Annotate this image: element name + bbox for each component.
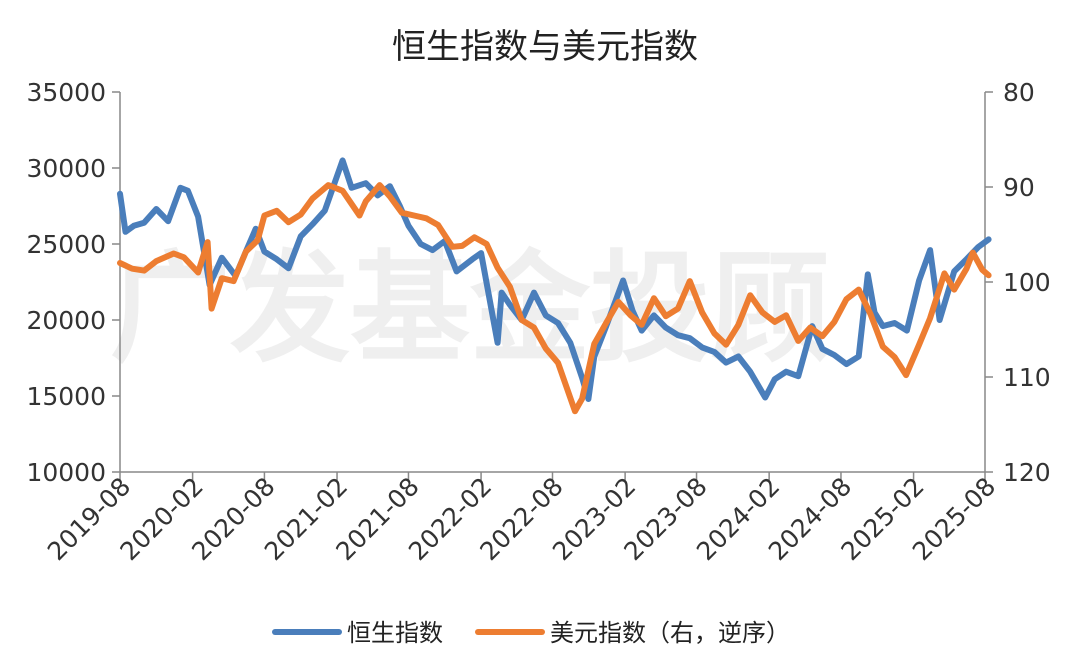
chart-title: 恒生指数与美元指数 xyxy=(392,27,698,67)
left-tick-label: 30000 xyxy=(26,154,106,183)
right-tick-label: 100 xyxy=(1003,268,1051,297)
legend-label-1: 恒生指数 xyxy=(347,619,443,647)
right-tick-label: 120 xyxy=(1003,458,1051,487)
right-tick-label: 110 xyxy=(1003,363,1051,392)
series-layer xyxy=(117,157,992,415)
left-tick-label: 20000 xyxy=(26,306,106,335)
right-tick-label: 90 xyxy=(1003,173,1035,202)
legend: 恒生指数 美元指数（右，逆序） xyxy=(272,619,790,647)
series-line-1 xyxy=(117,157,992,402)
series-line-2 xyxy=(117,182,992,415)
legend-label-2: 美元指数（右，逆序） xyxy=(550,619,790,647)
left-tick-label: 25000 xyxy=(26,230,106,259)
left-tick-label: 15000 xyxy=(26,382,106,411)
right-tick-label: 80 xyxy=(1003,78,1035,107)
left-tick-label: 10000 xyxy=(26,458,106,487)
left-tick-label: 35000 xyxy=(26,78,106,107)
